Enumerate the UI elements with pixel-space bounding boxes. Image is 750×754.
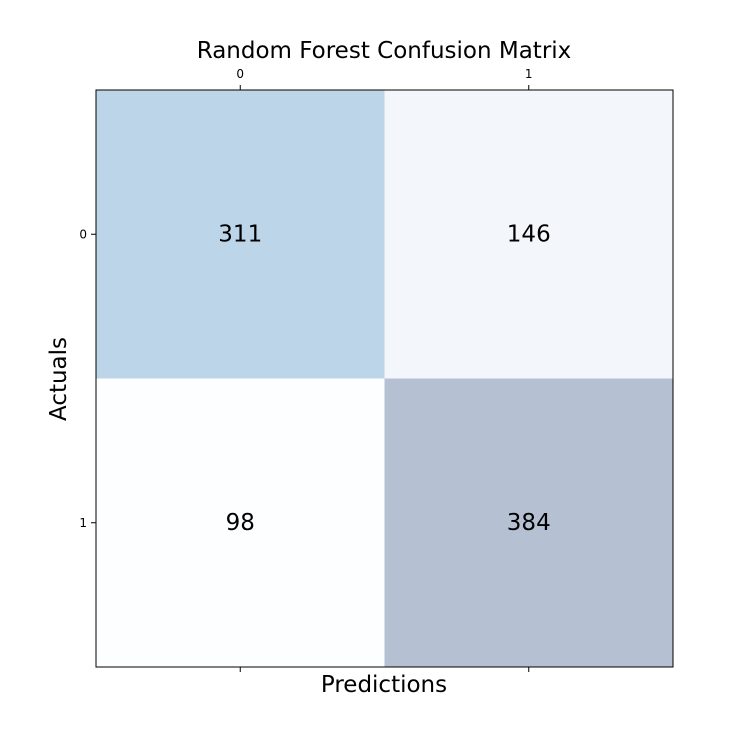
matrix-cell-0-0 bbox=[96, 90, 385, 379]
cell-value-label-0-0: 311 bbox=[218, 221, 262, 247]
matrix-cell-1-1 bbox=[384, 378, 673, 667]
ticks-layer: 0 1 0 1 bbox=[79, 67, 533, 672]
x-tick-label-0: 0 bbox=[236, 67, 244, 81]
cell-value-label-1-0: 98 bbox=[226, 510, 255, 536]
y-tick-label-0: 0 bbox=[79, 227, 87, 241]
matrix-cell-0-1 bbox=[384, 90, 673, 379]
matrix-cell-1-0 bbox=[96, 378, 385, 667]
x-axis-label: Predictions bbox=[321, 672, 447, 698]
chart-title: Random Forest Confusion Matrix bbox=[197, 38, 572, 64]
y-axis-label: Actuals bbox=[46, 337, 72, 421]
x-tick-label-1: 1 bbox=[525, 67, 533, 81]
cells-layer: 311 146 98 384 bbox=[96, 90, 673, 667]
cell-value-label-0-1: 146 bbox=[507, 221, 551, 247]
plot-frame bbox=[95, 89, 674, 668]
cell-value-label-1-1: 384 bbox=[507, 510, 551, 536]
y-tick-label-1: 1 bbox=[79, 516, 87, 530]
